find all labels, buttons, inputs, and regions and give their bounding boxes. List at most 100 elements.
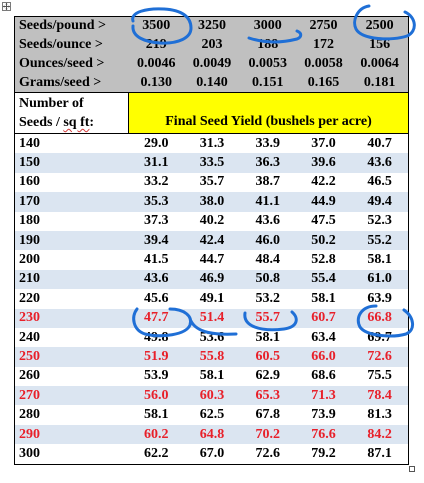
header-value: 0.0046 xyxy=(128,55,185,74)
header-value: 2750 xyxy=(295,17,352,36)
yield-cell: 43.6 xyxy=(144,271,169,287)
seeds-per-sqft-cell: 190 xyxy=(19,232,40,248)
header-value: 0.0058 xyxy=(295,55,352,74)
yield-cell: 63.9 xyxy=(367,290,392,306)
table-row: 270 56.0 60.3 65.3 71.3 78.4 xyxy=(15,386,408,406)
yield-cell: 53.2 xyxy=(255,290,280,306)
header-value: 3000 xyxy=(239,17,296,36)
yield-cell: 37.0 xyxy=(311,135,336,151)
yield-cell: 29.0 xyxy=(144,135,169,151)
yield-cell: 55.2 xyxy=(367,232,392,248)
yield-cell: 47.5 xyxy=(311,213,336,229)
seeds-per-sqft-cell: 150 xyxy=(19,155,40,171)
header-label: Ounces/seed > xyxy=(15,55,129,74)
table-row: 230 47.7 51.4 55.7 60.7 66.8 xyxy=(15,308,408,328)
yield-cell: 35.7 xyxy=(199,174,225,190)
yield-cell: 45.6 xyxy=(144,290,169,306)
header-value: 3500 xyxy=(128,17,185,36)
yield-cell: 48.4 xyxy=(255,252,280,268)
header-value: 0.0053 xyxy=(239,55,296,74)
table-row: 280 58.1 62.5 67.8 73.9 81.3 xyxy=(15,405,408,425)
yield-cell: 66.0 xyxy=(311,348,336,364)
yield-cell: 71.3 xyxy=(311,387,336,403)
table-row: 260 53.9 58.1 62.9 68.6 75.5 xyxy=(15,366,408,387)
yield-cell: 55.8 xyxy=(199,348,225,364)
table-row: 170 35.3 38.0 41.1 44.9 49.4 xyxy=(15,192,408,212)
header-value: 188 xyxy=(239,36,296,55)
seeds-header-line2-part2: sq ft xyxy=(63,115,90,130)
yield-cell: 66.8 xyxy=(367,310,392,326)
yield-cell: 55.4 xyxy=(311,271,336,287)
yield-cell: 78.4 xyxy=(367,387,392,403)
yield-cell: 67.8 xyxy=(255,407,280,423)
seeds-header-line2-part1: Seeds / xyxy=(19,115,60,130)
yield-cell: 60.2 xyxy=(144,426,169,442)
yield-cell: 79.2 xyxy=(311,445,336,461)
yield-cell: 65.3 xyxy=(255,387,280,403)
table-resize-handle[interactable] xyxy=(409,466,415,472)
yield-cell: 75.5 xyxy=(367,368,392,384)
yield-cell: 44.7 xyxy=(199,252,225,268)
seed-yield-table: Seeds/pound > 3500 3250 3000 2750 2500 S… xyxy=(14,16,409,465)
data-rows: 140 29.0 31.3 33.9 37.0 40.7 150 31.1 33.5 36.3 39… xyxy=(15,134,408,464)
yield-cell: 62.9 xyxy=(255,368,280,384)
yield-cell: 52.8 xyxy=(311,252,336,268)
header-value: 0.181 xyxy=(351,74,409,93)
yield-cell: 63.4 xyxy=(311,329,336,345)
seeds-per-sqft-header: Number of Seeds / sq ft: xyxy=(15,93,129,133)
header-value: 0.165 xyxy=(295,74,352,93)
yield-cell: 41.5 xyxy=(144,252,169,268)
yield-cell: 51.9 xyxy=(144,348,169,364)
yield-cell: 37.3 xyxy=(144,213,169,229)
header-value: 0.0064 xyxy=(351,55,409,74)
yield-cell: 36.3 xyxy=(255,155,280,171)
table-row: 160 33.2 35.7 38.7 42.2 46.5 xyxy=(15,172,408,193)
header-row-seeds-per-ounce: Seeds/ounce > 219 203 188 172 156 xyxy=(15,36,409,55)
yield-cell: 31.3 xyxy=(199,135,225,151)
header-value: 0.151 xyxy=(239,74,296,93)
header-row-seeds-per-pound: Seeds/pound > 3500 3250 3000 2750 2500 xyxy=(15,17,409,36)
yield-cell: 41.1 xyxy=(255,193,280,209)
seeds-header-line2: Seeds / sq ft: xyxy=(19,113,128,132)
header-value: 172 xyxy=(295,36,352,55)
yield-cell: 31.1 xyxy=(144,155,169,171)
header-label: Grams/seed > xyxy=(15,74,129,93)
yield-cell: 46.5 xyxy=(367,174,392,190)
yield-cell: 72.6 xyxy=(255,445,280,461)
table-move-handle[interactable] xyxy=(2,2,11,11)
column-header-row: Number of Seeds / sq ft: Final Seed Yiel… xyxy=(15,93,408,134)
header-row-ounces-per-seed: Ounces/seed > 0.0046 0.0049 0.0053 0.005… xyxy=(15,55,409,74)
header-value: 2500 xyxy=(351,17,409,36)
yield-cell: 76.6 xyxy=(311,426,336,442)
yield-cell: 60.7 xyxy=(311,310,336,326)
yield-cell: 33.9 xyxy=(255,135,280,151)
yield-cell: 35.3 xyxy=(144,193,169,209)
yield-cell: 46.0 xyxy=(255,232,280,248)
table-row: 250 51.9 55.8 60.5 66.0 72.6 xyxy=(15,347,408,367)
yield-cell: 61.0 xyxy=(367,271,392,287)
seeds-per-sqft-cell: 270 xyxy=(19,387,40,403)
seeds-per-sqft-cell: 290 xyxy=(19,426,40,442)
yield-cell: 73.9 xyxy=(311,407,336,423)
seeds-per-sqft-cell: 170 xyxy=(19,193,40,209)
table-row: 240 49.8 53.6 58.1 63.4 69.7 xyxy=(15,327,408,348)
seeds-per-sqft-cell: 250 xyxy=(19,348,40,364)
yield-cell: 56.0 xyxy=(144,387,169,403)
yield-cell: 55.7 xyxy=(255,310,280,326)
yield-cell: 58.1 xyxy=(199,368,225,384)
seeds-per-sqft-cell: 230 xyxy=(19,310,40,326)
yield-cell: 60.3 xyxy=(199,387,225,403)
yield-cell: 84.2 xyxy=(367,426,392,442)
seeds-per-sqft-cell: 200 xyxy=(19,252,40,268)
header-row-grams-per-seed: Grams/seed > 0.130 0.140 0.151 0.165 0.1… xyxy=(15,74,409,93)
seeds-per-sqft-cell: 260 xyxy=(19,368,40,384)
yield-cell: 43.6 xyxy=(255,213,280,229)
header-value: 0.140 xyxy=(184,74,240,93)
seeds-per-sqft-cell: 240 xyxy=(19,329,40,345)
yield-cell: 38.0 xyxy=(199,193,225,209)
seeds-per-sqft-cell: 180 xyxy=(19,213,40,229)
yield-cell: 53.9 xyxy=(144,368,169,384)
yield-cell: 58.1 xyxy=(255,329,280,345)
yield-cell: 51.4 xyxy=(199,310,225,326)
yield-cell: 67.0 xyxy=(199,445,225,461)
